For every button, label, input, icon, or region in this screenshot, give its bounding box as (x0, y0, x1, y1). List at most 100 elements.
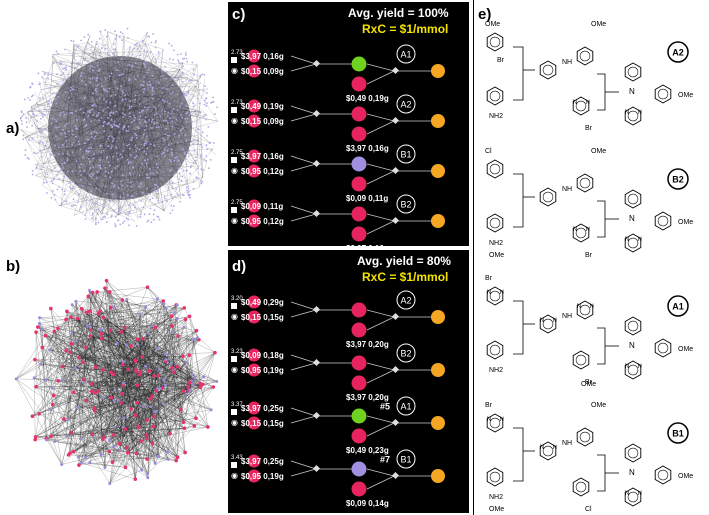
panel-c-background (228, 2, 469, 246)
route-score: 3.37 (231, 402, 243, 408)
benzene-ring (624, 189, 642, 209)
panel-c-label: c) (232, 6, 246, 23)
intermediate-node (351, 302, 367, 318)
eye-icon: ◉ (231, 471, 238, 480)
svg-text:N: N (625, 110, 629, 116)
mid-sub-label: OMe (591, 21, 606, 28)
sm2-node (247, 214, 261, 228)
product-label-ring (396, 343, 416, 363)
scheme-b2: Cl NH2 OMe NH OMe N N Br N OMe N N B2 (485, 148, 693, 259)
eye-icon: ◉ (231, 66, 238, 75)
scheme-b1: N N Br NH2 OMe N N NH OMe Cl N OMe N N B1 (485, 402, 693, 513)
panel-e-label: e) (478, 6, 492, 23)
sm1-label: $3,97 0,16g (241, 52, 284, 61)
benzene-ring (576, 173, 594, 193)
svg-text:N: N (577, 304, 581, 310)
n-label: N (629, 468, 635, 477)
r1-label: Br (485, 402, 493, 409)
edge (290, 415, 317, 424)
edge (366, 362, 395, 371)
product-sub-label: OMe (678, 92, 693, 99)
product-node (431, 214, 445, 228)
r3b-label: OMe (581, 381, 596, 388)
sm2-node (247, 363, 261, 377)
svg-text:N: N (586, 227, 590, 233)
edge (366, 213, 395, 222)
product-sub-label: OMe (678, 346, 693, 353)
route-a1: 2.73 ◉$3,97 0,16g $0,15 0,09g $0,49 0,19g A1 (231, 44, 445, 103)
sm2-label: $0,15 0,15g (241, 419, 284, 428)
route-score: 2.75 (231, 150, 243, 156)
route-score: 3.20 (231, 296, 243, 302)
sm2-node (247, 114, 261, 128)
sm2-label: $0,15 0,15g (241, 313, 284, 322)
edge (290, 213, 317, 222)
bracket (597, 327, 606, 365)
reaction-node (391, 216, 400, 225)
pyrimidine-ring (572, 223, 590, 243)
intermediate-node (351, 461, 367, 477)
routes-c: 2.73◉$3,97 0,16g$0,15 0,09g$0,49 0,19gA1… (231, 44, 445, 246)
pyrimidine-ring (624, 106, 642, 126)
svg-text:N: N (500, 290, 504, 296)
reaction-node (391, 66, 400, 75)
network-b-nodes (14, 278, 219, 485)
sm2-label: $0,95 0,12g (241, 217, 284, 226)
sm1-node (247, 295, 261, 309)
product-label-ring (667, 168, 689, 190)
bracket (597, 454, 606, 492)
reactant3-label: $3,97 0,16g (346, 144, 389, 153)
edge (366, 163, 395, 172)
intermediate-node (351, 408, 367, 424)
reaction-node (391, 166, 400, 175)
bracket (513, 46, 524, 101)
reactant3-node (351, 126, 367, 142)
sm2-node (247, 164, 261, 178)
n-label: N (629, 87, 635, 96)
svg-text:N: N (553, 445, 557, 451)
reaction-node (312, 358, 321, 367)
edge (290, 460, 317, 470)
benzene-ring (654, 84, 672, 104)
sm1-node (247, 49, 261, 63)
reaction-node (391, 312, 400, 321)
bracket (597, 200, 606, 238)
product-sub-label: OMe (678, 219, 693, 226)
product-label: B2 (672, 175, 684, 185)
svg-text:N: N (625, 491, 629, 497)
benzene-ring (654, 465, 672, 485)
product-node (431, 164, 445, 178)
sm1-node (247, 348, 261, 362)
nh-label: NH (562, 313, 572, 320)
checkbox-icon (231, 57, 237, 63)
sm1-label: $3,97 0,25g (241, 404, 284, 413)
edge (366, 309, 395, 318)
product-label-ring (667, 295, 689, 317)
sm1-node (247, 149, 261, 163)
r2b-label: OMe (489, 506, 504, 513)
sm1-node (247, 199, 261, 213)
reactant3-label: $3,97 0,16g (346, 244, 389, 246)
edge (366, 220, 395, 235)
product-label: B2 (400, 200, 411, 210)
intermediate-node (351, 156, 367, 172)
checkbox-icon (231, 207, 237, 213)
route-b2: 2.75◉$0,09 0,11g$0,95 0,12g$3,97 0,16gB2 (231, 194, 445, 246)
product-node (431, 310, 445, 324)
r2b-label: OMe (489, 252, 504, 259)
pyrimidine-ring (624, 487, 642, 507)
reaction-node (312, 59, 321, 68)
sm1-label: $0,49 0,19g (241, 102, 284, 111)
benzene-ring (539, 187, 557, 207)
r2-label: NH2 (489, 367, 503, 374)
svg-text:N: N (553, 318, 557, 324)
benzene-ring (576, 427, 594, 447)
sm1-node (247, 454, 261, 468)
reaction-node (312, 109, 321, 118)
svg-text:N: N (487, 417, 491, 423)
product-label: A2 (400, 100, 411, 110)
network-a-core (48, 56, 192, 200)
reactant3-node (351, 428, 367, 444)
edge (290, 55, 317, 65)
